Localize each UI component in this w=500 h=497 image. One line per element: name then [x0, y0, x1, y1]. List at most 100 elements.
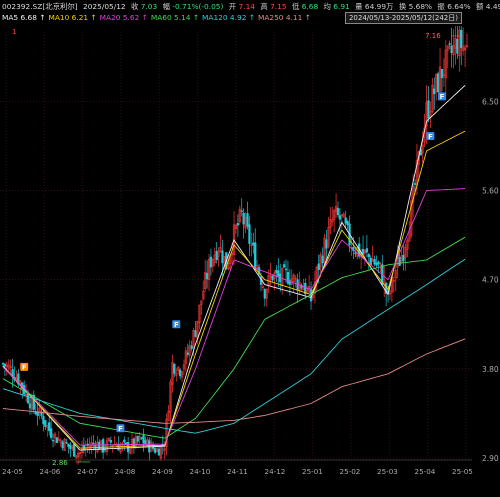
candle-body	[44, 420, 47, 427]
candle-body	[413, 183, 417, 185]
signal-badge-label: F	[440, 93, 445, 101]
candle-body	[465, 45, 469, 47]
ma-legend: MA5 6.68 ↑ MA10 6.21 ↑ MA20 5.62 ↑ MA60 5.1…	[2, 12, 314, 23]
candle-body	[404, 246, 407, 258]
candle-body	[123, 439, 126, 443]
candle-body	[331, 219, 334, 223]
signal-badge[interactable]	[172, 320, 181, 329]
candle-body	[105, 440, 109, 453]
candle-body	[377, 261, 380, 265]
y-tick-label: 6.50	[482, 97, 499, 106]
candle-body	[317, 263, 320, 270]
candle-body	[252, 242, 255, 246]
change-key: 幅	[162, 2, 170, 11]
candle-body	[215, 251, 218, 261]
symbol-label[interactable]: 002392.SZ[北京利尔]	[2, 2, 78, 11]
candle-body	[271, 275, 274, 281]
candle-body	[28, 403, 32, 409]
candle-body	[281, 268, 284, 287]
candle-body	[165, 418, 168, 447]
candle-body	[342, 213, 345, 218]
close-key: 收	[130, 2, 139, 11]
candle-body	[107, 438, 111, 441]
candle-body	[48, 422, 51, 432]
signal-badge-label: F	[118, 425, 123, 433]
x-tick-label: 24-06	[40, 467, 61, 476]
signal-badge-label: F	[22, 364, 27, 372]
low-key: 低	[291, 2, 300, 11]
candle-body	[250, 244, 253, 246]
candle-body	[361, 248, 365, 255]
candle-body	[402, 254, 405, 262]
candle-body	[406, 239, 409, 250]
x-tick-label: 25-01	[302, 467, 323, 476]
ma-line-ma5	[2, 84, 466, 451]
x-tick-label: 24-12	[265, 467, 286, 476]
candle-body	[140, 437, 143, 439]
candle-body	[277, 270, 280, 278]
candle-body	[327, 227, 330, 247]
close-value: 7.03	[140, 2, 158, 11]
candle-body	[125, 442, 128, 445]
amplitude-value: 6.64%	[447, 2, 471, 11]
signal-badge[interactable]	[116, 424, 125, 433]
y-tick-label: 5.60	[482, 187, 499, 196]
ma-legend-item[interactable]: MA10 6.21 ↑	[48, 13, 97, 22]
candle-body	[394, 269, 397, 279]
candle-body	[57, 438, 60, 441]
candle-body	[192, 329, 195, 348]
amplitude-key: 振	[437, 2, 445, 11]
candle-body	[173, 364, 176, 374]
volume-value: 64.99万	[364, 2, 394, 11]
candle-body	[246, 213, 249, 227]
candle-body	[144, 440, 147, 445]
candle-body	[336, 208, 340, 216]
candle-body	[136, 436, 139, 442]
candle-body	[456, 39, 459, 54]
candle-body	[169, 381, 172, 413]
candlestick-chart[interactable]: 6.50 5.60 4.70 3.80 2.90 24-05 24-06 24-07 24-08…	[0, 26, 500, 497]
candle-body	[205, 273, 209, 280]
open-value: 7.14	[238, 2, 255, 11]
candle-body	[40, 411, 43, 416]
candle-body	[178, 369, 182, 377]
signal-badge-label: F	[428, 133, 433, 141]
candle-body	[32, 394, 35, 410]
ma-legend-item[interactable]: MA250 4.11 ↑	[257, 13, 311, 22]
candle-body	[248, 224, 251, 244]
candle-body	[128, 448, 132, 454]
ma-legend-item[interactable]: MA5 6.68 ↑	[2, 13, 46, 22]
signal-badge[interactable]	[20, 362, 29, 371]
turnover-value: 5.68%	[408, 2, 433, 11]
candle-body	[101, 439, 105, 453]
candle-body	[198, 304, 201, 323]
candle-body	[175, 373, 178, 376]
ma-legend-item[interactable]: MA60 5.14 ↑	[150, 13, 200, 22]
candle-body	[200, 300, 203, 305]
x-tick-label: 25-02	[340, 467, 361, 476]
signal-badge[interactable]	[426, 132, 435, 141]
ma-line-ma20	[2, 188, 466, 446]
x-tick-label: 24-10	[190, 467, 211, 476]
candle-body	[338, 215, 342, 220]
candle-body	[202, 290, 205, 300]
candle-body	[240, 210, 243, 212]
high-key: 高	[260, 2, 268, 11]
ma-legend-item[interactable]: MA120 4.92 ↑	[202, 13, 255, 22]
candle-body	[3, 363, 7, 367]
date-range-selector[interactable]: 2024/05/13-2025/05/12(242日)	[344, 12, 462, 24]
ma-legend-item[interactable]: MA20 5.62 ↑	[99, 13, 148, 22]
quote-header: 002392.SZ[北京利尔] 2025/05/12 收 7.03 幅 -0.7…	[0, 0, 500, 26]
top-left-marker: 1	[12, 28, 16, 36]
candle-body	[346, 221, 349, 226]
candle-body	[67, 443, 70, 448]
candle-body	[344, 217, 347, 224]
candle-body	[242, 212, 245, 225]
candle-body	[463, 47, 467, 51]
signal-badge[interactable]	[437, 92, 446, 101]
candle-body	[433, 88, 436, 95]
candle-body	[294, 277, 297, 280]
amount-value: 4.49亿	[485, 2, 500, 11]
candle-body	[209, 256, 213, 268]
candle-body	[207, 259, 211, 280]
